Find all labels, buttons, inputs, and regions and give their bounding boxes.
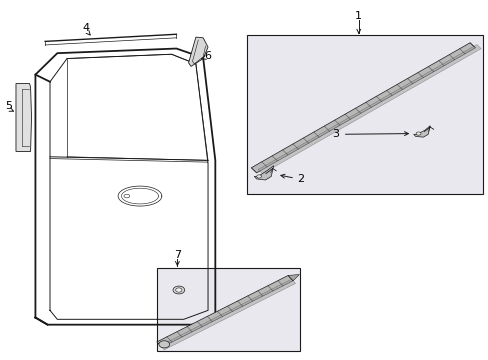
Polygon shape <box>160 279 295 350</box>
Polygon shape <box>188 37 207 66</box>
Ellipse shape <box>415 132 420 135</box>
Polygon shape <box>413 126 429 137</box>
Polygon shape <box>157 275 292 347</box>
Ellipse shape <box>159 341 169 348</box>
Ellipse shape <box>175 288 182 292</box>
Polygon shape <box>258 45 480 174</box>
Polygon shape <box>287 275 299 281</box>
Text: 2: 2 <box>297 174 304 184</box>
Bar <box>246 35 482 194</box>
Polygon shape <box>16 84 31 152</box>
Text: 7: 7 <box>173 250 181 260</box>
Polygon shape <box>254 166 273 180</box>
Polygon shape <box>251 43 474 173</box>
Ellipse shape <box>123 194 129 198</box>
Text: 4: 4 <box>83 23 90 33</box>
Text: 6: 6 <box>204 51 211 61</box>
Ellipse shape <box>173 286 184 294</box>
Text: 5: 5 <box>5 101 12 111</box>
Bar <box>157 267 300 351</box>
Ellipse shape <box>256 175 261 178</box>
Text: 3: 3 <box>332 129 339 139</box>
Text: 1: 1 <box>355 11 362 21</box>
